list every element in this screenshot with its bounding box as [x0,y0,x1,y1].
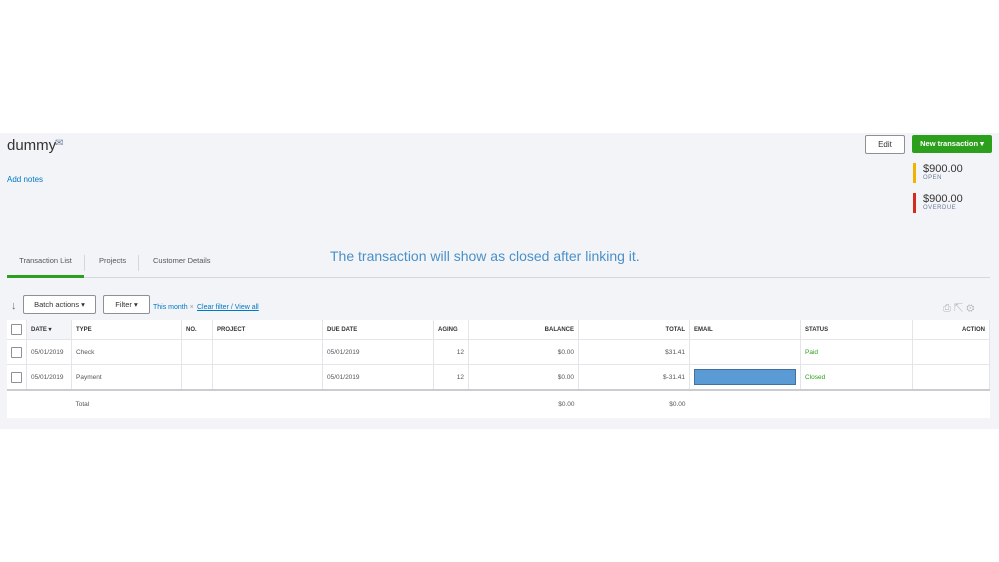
cell-project [212,339,323,365]
cell-due-date: 05/01/2019 [322,339,434,365]
cell-no [181,364,213,391]
col-total[interactable]: TOTAL [578,320,690,340]
cell-aging: 12 [433,364,469,391]
cell-email [689,364,801,391]
cell-type: Check [71,339,182,365]
cell-date: 05/01/2019 [26,339,72,365]
add-notes-link[interactable]: Add notes [7,175,44,184]
col-email[interactable]: EMAIL [689,320,801,340]
tab-projects[interactable]: Projects [99,256,127,265]
col-project[interactable]: PROJECT [212,320,323,340]
table-row: 05/01/2019 Check 05/01/2019 12 $0.00 $31… [7,339,990,365]
totals-row: Total $0.00 $0.00 [7,390,990,418]
table-header: DATE ▾ TYPE NO. PROJECT DUE DATE AGING B… [7,320,990,340]
col-balance[interactable]: BALANCE [468,320,579,340]
batch-actions-button[interactable]: Batch actions ▾ [23,295,96,314]
cell-action[interactable] [912,364,990,391]
select-all-checkbox[interactable] [11,324,22,335]
cell-project [212,364,323,391]
total-amount: $0.00 [669,401,686,408]
overdue-amount: $900.00 OVERDUE [913,193,993,213]
email-redaction-box [694,369,796,385]
table-row: 05/01/2019 Payment 05/01/2019 12 $0.00 $… [7,364,990,391]
customer-name: dummy [7,137,57,154]
cell-no [181,339,213,365]
cell-balance: $0.00 [468,364,579,391]
row-checkbox[interactable] [11,346,22,358]
clear-filter-link[interactable]: Clear filter / View all [197,304,259,311]
cell-date: 05/01/2019 [26,364,72,391]
cell-status: Paid [800,339,913,365]
row-checkbox[interactable] [11,371,22,383]
cell-total: $31.41 [578,339,690,365]
tab-transaction-list[interactable]: Transaction List [7,255,84,278]
total-label: Total [75,401,90,408]
col-action: ACTION [912,320,990,340]
close-icon[interactable]: × [187,304,194,311]
col-type[interactable]: TYPE [71,320,182,340]
new-transaction-button[interactable]: New transaction ▾ [912,135,992,153]
col-date[interactable]: DATE ▾ [26,320,72,340]
tab-bar: Transaction List Projects Customer Detai… [7,255,990,278]
transaction-table: DATE ▾ TYPE NO. PROJECT DUE DATE AGING B… [7,320,990,418]
export-icon[interactable]: ⇱ [954,303,967,314]
col-status[interactable]: STATUS [800,320,913,340]
col-due-date[interactable]: DUE DATE [322,320,434,340]
cell-email [689,339,801,365]
print-icon[interactable]: ⎙ [943,303,954,314]
cell-balance: $0.00 [468,339,579,365]
annotation-text: The transaction will show as closed afte… [330,248,640,264]
edit-button[interactable]: Edit [865,135,905,154]
filter-button[interactable]: Filter ▾ [103,295,150,314]
sort-icon[interactable]: ↓ [11,300,17,312]
total-balance: $0.00 [558,401,575,408]
cell-due-date: 05/01/2019 [322,364,434,391]
mail-icon[interactable]: ✉ [55,138,64,149]
open-amount: $900.00 OPEN [913,163,993,183]
cell-status: Closed [800,364,913,391]
gear-icon[interactable]: ⚙ [966,303,978,314]
col-no[interactable]: NO. [181,320,213,340]
this-month-filter[interactable]: This month × [153,304,194,311]
cell-type: Payment [71,364,182,391]
cell-action[interactable] [912,339,990,365]
cell-aging: 12 [433,339,469,365]
table-tools: ⎙⇱⚙ [943,303,977,314]
tab-customer-details[interactable]: Customer Details [153,256,211,265]
cell-total: $-31.41 [578,364,690,391]
col-aging[interactable]: AGING [433,320,469,340]
